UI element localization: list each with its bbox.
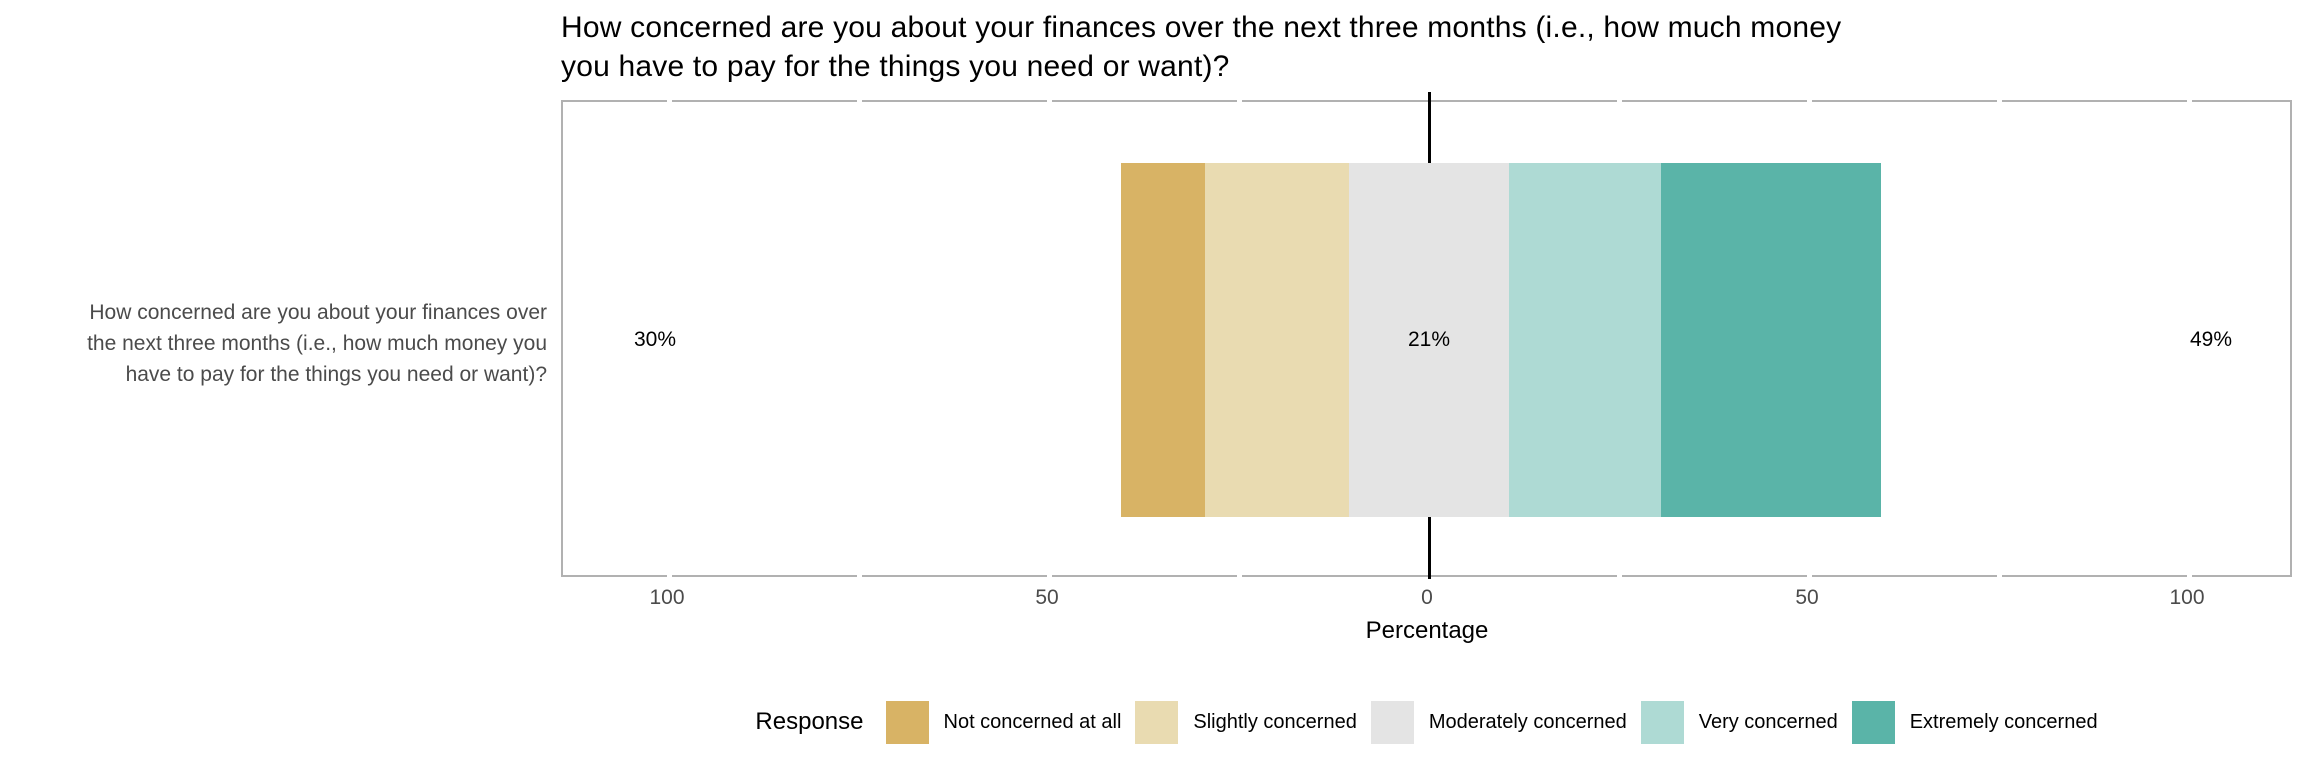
legend: Response Not concerned at all Slightly co… [561, 691, 2292, 753]
bar-segment-moderately-concerned [1349, 163, 1509, 517]
axis-tick-notch [2187, 100, 2192, 104]
legend-item: Moderately concerned [1370, 700, 1627, 744]
chart-title: How concerned are you about your finance… [561, 8, 1841, 86]
x-axis-title: Percentage [1365, 617, 1489, 644]
legend-item: Slightly concerned [1135, 700, 1357, 744]
x-tick-label: 100 [649, 586, 685, 609]
legend-item: Very concerned [1640, 700, 1838, 744]
bar-segment-not-concerned-at-all [1121, 163, 1205, 517]
legend-item-label: Very concerned [1698, 710, 1838, 733]
chart-title-line: How concerned are you about your finance… [561, 11, 1842, 44]
legend-item-label: Moderately concerned [1428, 710, 1627, 733]
legend-item: Not concerned at all [885, 700, 1122, 744]
axis-tick-notch [1237, 100, 1242, 104]
axis-tick-notch [1997, 573, 2002, 577]
axis-tick-notch [1617, 573, 1622, 577]
legend-swatch-icon [1370, 700, 1414, 744]
legend-item-label: Extremely concerned [1909, 710, 2098, 733]
axis-tick-notch [1617, 100, 1622, 104]
axis-tick-notch [857, 100, 862, 104]
y-axis-label-line: have to pay for the things you need or w… [125, 363, 547, 386]
legend-swatch-icon [1135, 700, 1179, 744]
plot-panel: 30% 21% 49% [561, 92, 2292, 579]
x-tick-label: 0 [1421, 586, 1433, 609]
stacked-bar [1121, 163, 1882, 517]
axis-tick-notch [1807, 573, 1812, 577]
axis-tick-notch [1997, 100, 2002, 104]
legend-item: Extremely concerned [1851, 700, 2098, 744]
legend-swatch-icon [1851, 700, 1895, 744]
x-tick-label: 100 [2169, 586, 2205, 609]
neutral-label: 21% [1407, 328, 1451, 351]
axis-tick-notch [1047, 573, 1052, 577]
axis-tick-notch [1237, 573, 1242, 577]
axis-tick-notch [857, 573, 862, 577]
axis-tick-notch [1047, 100, 1052, 104]
chart-title-line: you have to pay for the things you need … [561, 50, 1230, 83]
bar-segment-extremely-concerned [1660, 163, 1882, 517]
legend-item-label: Slightly concerned [1193, 710, 1357, 733]
axis-tick-notch [1807, 100, 1812, 104]
legend-title: Response [755, 708, 864, 735]
axis-tick-notch [2187, 573, 2192, 577]
x-tick-label: 50 [1035, 586, 1059, 609]
y-axis-label-line: the next three months (i.e., how much mo… [87, 332, 547, 355]
legend-item-label: Not concerned at all [943, 710, 1122, 733]
left-total-label: 30% [633, 328, 677, 351]
axis-tick-notch [667, 573, 672, 577]
legend-swatch-icon [1640, 700, 1684, 744]
y-axis-category-label: How concerned are you about your finance… [40, 297, 547, 390]
x-tick-label: 50 [1795, 586, 1819, 609]
right-total-label: 49% [2189, 328, 2233, 351]
bar-segment-slightly-concerned [1204, 163, 1350, 517]
bar-segment-very-concerned [1508, 163, 1661, 517]
y-axis-label-line: How concerned are you about your finance… [89, 301, 547, 324]
axis-tick-notch [667, 100, 672, 104]
legend-swatch-icon [885, 700, 929, 744]
